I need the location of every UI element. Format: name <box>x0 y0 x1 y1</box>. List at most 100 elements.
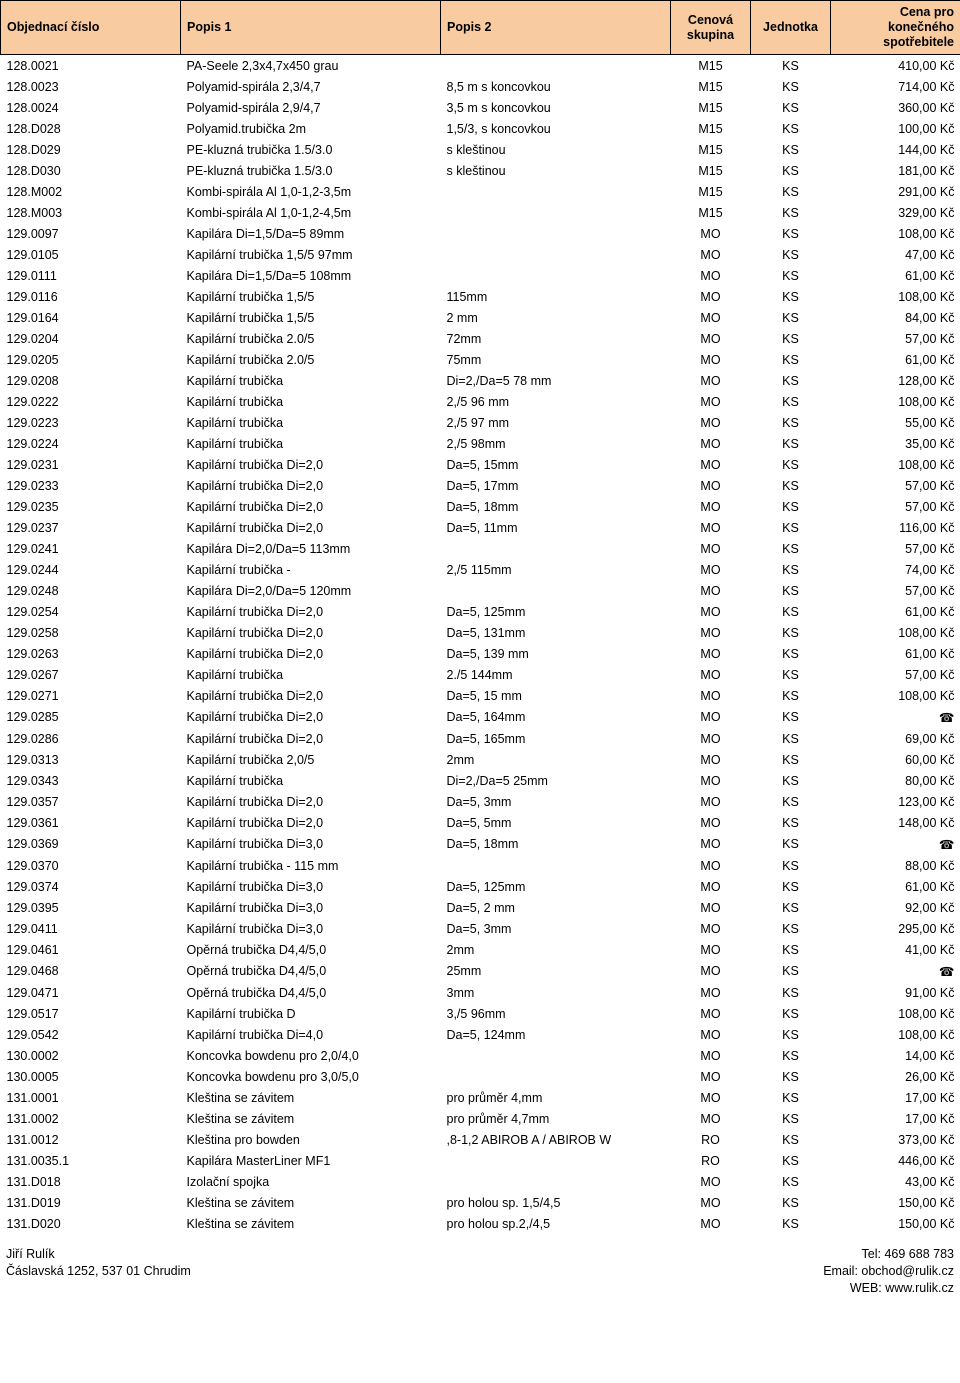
cell-jednotka: KS <box>751 454 831 475</box>
cell-objednaci: 128.D029 <box>1 139 181 160</box>
cell-jednotka: KS <box>751 622 831 643</box>
cell-jednotka: KS <box>751 1003 831 1024</box>
cell-cenova: M15 <box>671 118 751 139</box>
cell-popis2: Di=2,/Da=5 25mm <box>441 770 671 791</box>
cell-cenova: MO <box>671 454 751 475</box>
table-row: 129.0517Kapilární trubička D3,/5 96mmMOK… <box>1 1003 960 1024</box>
table-row: 129.0395Kapilární trubička Di=3,0Da=5, 2… <box>1 897 960 918</box>
cell-jednotka: KS <box>751 244 831 265</box>
cell-objednaci: 131.D020 <box>1 1213 181 1234</box>
cell-cena: 410,00 Kč <box>831 55 960 77</box>
cell-jednotka: KS <box>751 160 831 181</box>
cell-popis1: Kapilární trubička Di=2,0 <box>181 475 441 496</box>
cell-popis1: Kapilární trubička <box>181 412 441 433</box>
cell-objednaci: 128.0023 <box>1 76 181 97</box>
cell-cena: 373,00 Kč <box>831 1129 960 1150</box>
cell-cenova: M15 <box>671 160 751 181</box>
cell-cena: 61,00 Kč <box>831 601 960 622</box>
cell-popis2 <box>441 580 671 601</box>
cell-popis1: Polyamid-spirála 2,3/4,7 <box>181 76 441 97</box>
cell-cena: 61,00 Kč <box>831 349 960 370</box>
cell-jednotka: KS <box>751 664 831 685</box>
table-row: 129.0244Kapilární trubička -2,/5 115mmMO… <box>1 559 960 580</box>
footer-tel: Tel: 469 688 783 <box>823 1246 954 1263</box>
cell-popis1: Kapilární trubička 2,0/5 <box>181 749 441 770</box>
footer-address: Čáslavská 1252, 537 01 Chrudim <box>6 1263 191 1280</box>
cell-popis2 <box>441 244 671 265</box>
cell-objednaci: 129.0241 <box>1 538 181 559</box>
cell-objednaci: 129.0258 <box>1 622 181 643</box>
cell-popis2: 3,/5 96mm <box>441 1003 671 1024</box>
cell-jednotka: KS <box>751 706 831 728</box>
table-row: 128.D030PE-kluzná trubička 1.5/3.0s kleš… <box>1 160 960 181</box>
cell-cenova: MO <box>671 812 751 833</box>
cell-cena: 91,00 Kč <box>831 982 960 1003</box>
cell-objednaci: 129.0235 <box>1 496 181 517</box>
cell-jednotka: KS <box>751 538 831 559</box>
cell-jednotka: KS <box>751 580 831 601</box>
cell-cena: 26,00 Kč <box>831 1066 960 1087</box>
cell-cenova: RO <box>671 1129 751 1150</box>
cell-popis2: 3mm <box>441 982 671 1003</box>
cell-popis1: Kapilární trubička <box>181 370 441 391</box>
cell-cena: 69,00 Kč <box>831 728 960 749</box>
cell-cenova: MO <box>671 706 751 728</box>
table-row: 129.0164Kapilární trubička 1,5/52 mmMOKS… <box>1 307 960 328</box>
cell-cena: 144,00 Kč <box>831 139 960 160</box>
table-row: 129.0254Kapilární trubička Di=2,0Da=5, 1… <box>1 601 960 622</box>
table-row: 130.0002Koncovka bowdenu pro 2,0/4,0MOKS… <box>1 1045 960 1066</box>
table-row: 131.D020Kleština se závitempro holou sp.… <box>1 1213 960 1234</box>
table-header-row: Objednací číslo Popis 1 Popis 2 Cenová s… <box>1 1 960 55</box>
cell-jednotka: KS <box>751 391 831 412</box>
cell-popis1: PA-Seele 2,3x4,7x450 grau <box>181 55 441 77</box>
cell-popis1: Koncovka bowdenu pro 3,0/5,0 <box>181 1066 441 1087</box>
cell-popis1: Kapilární trubička Di=3,0 <box>181 897 441 918</box>
cell-objednaci: 129.0222 <box>1 391 181 412</box>
cell-objednaci: 129.0343 <box>1 770 181 791</box>
table-row: 129.0241Kapilára Di=2,0/Da=5 113mmMOKS57… <box>1 538 960 559</box>
cell-popis2 <box>441 1171 671 1192</box>
cell-popis1: Kapilární trubička 1,5/5 <box>181 307 441 328</box>
cell-objednaci: 129.0374 <box>1 876 181 897</box>
cell-cenova: MO <box>671 1213 751 1234</box>
cell-jednotka: KS <box>751 812 831 833</box>
cell-jednotka: KS <box>751 728 831 749</box>
table-row: 128.0021PA-Seele 2,3x4,7x450 grauM15KS41… <box>1 55 960 77</box>
cell-cena: 108,00 Kč <box>831 454 960 475</box>
cell-cenova: MO <box>671 601 751 622</box>
cell-popis1: Kapilární trubička Di=3,0 <box>181 876 441 897</box>
cell-objednaci: 129.0313 <box>1 749 181 770</box>
cell-cenova: MO <box>671 1108 751 1129</box>
cell-cena: 57,00 Kč <box>831 580 960 601</box>
footer-email: Email: obchod@rulik.cz <box>823 1263 954 1280</box>
cell-cena: 123,00 Kč <box>831 791 960 812</box>
cell-popis1: PE-kluzná trubička 1.5/3.0 <box>181 160 441 181</box>
cell-cenova: MO <box>671 791 751 812</box>
cell-cena: 92,00 Kč <box>831 897 960 918</box>
cell-objednaci: 129.0263 <box>1 643 181 664</box>
cell-popis1: Kapilární trubička 1,5/5 <box>181 286 441 307</box>
table-row: 131.0002Kleština se závitempro průměr 4,… <box>1 1108 960 1129</box>
cell-objednaci: 129.0254 <box>1 601 181 622</box>
footer-name: Jiří Rulík <box>6 1246 191 1263</box>
table-row: 128.M003Kombi-spirála Al 1,0-1,2-4,5mM15… <box>1 202 960 223</box>
cell-jednotka: KS <box>751 265 831 286</box>
cell-jednotka: KS <box>751 1192 831 1213</box>
table-row: 129.0097Kapilára Di=1,5/Da=5 89mmMOKS108… <box>1 223 960 244</box>
cell-popis2: Da=5, 125mm <box>441 876 671 897</box>
cell-cena: 74,00 Kč <box>831 559 960 580</box>
cell-cenova: MO <box>671 223 751 244</box>
cell-objednaci: 129.0395 <box>1 897 181 918</box>
table-row: 129.0357Kapilární trubička Di=2,0Da=5, 3… <box>1 791 960 812</box>
cell-popis1: Kapilára Di=1,5/Da=5 89mm <box>181 223 441 244</box>
cell-objednaci: 129.0517 <box>1 1003 181 1024</box>
cell-popis2: 25mm <box>441 960 671 982</box>
cell-cena: ☎ <box>831 960 960 982</box>
cell-popis1: Kapilární trubička Di=2,0 <box>181 517 441 538</box>
cell-cena: 17,00 Kč <box>831 1108 960 1129</box>
cell-popis1: Kapilární trubička <box>181 391 441 412</box>
cell-cena: 150,00 Kč <box>831 1192 960 1213</box>
table-row: 129.0237Kapilární trubička Di=2,0Da=5, 1… <box>1 517 960 538</box>
cell-cena: 295,00 Kč <box>831 918 960 939</box>
cell-popis2: pro průměr 4,mm <box>441 1087 671 1108</box>
